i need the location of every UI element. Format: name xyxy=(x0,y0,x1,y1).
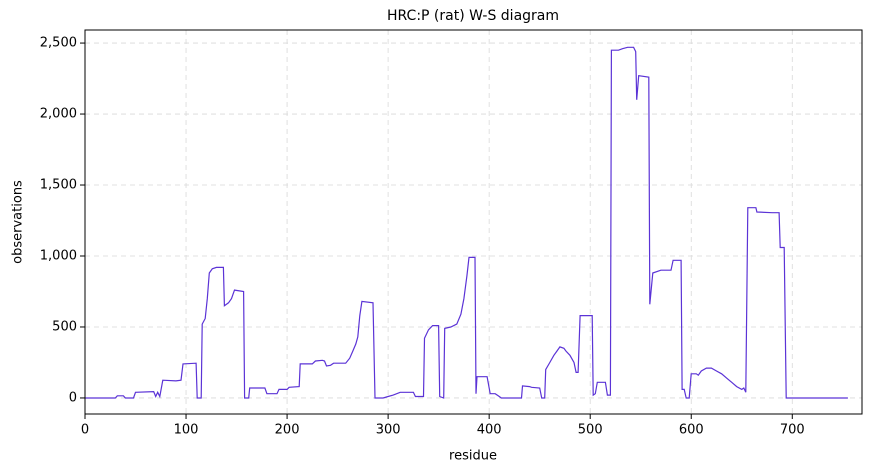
x-axis-label: residue xyxy=(449,449,497,464)
x-tick-label: 700 xyxy=(780,423,805,438)
y-axis-label: observations xyxy=(11,180,26,264)
plot-frame xyxy=(84,29,863,415)
x-tick-label: 100 xyxy=(174,423,199,438)
y-tick-label: 0 xyxy=(69,390,77,405)
x-tick-label: 0 xyxy=(81,423,89,438)
x-tick-label: 200 xyxy=(275,423,300,438)
y-tick-label: 1,500 xyxy=(40,178,77,193)
y-tick-label: 2,000 xyxy=(40,107,77,122)
y-tick-label: 2,500 xyxy=(40,36,77,51)
x-tick-label: 400 xyxy=(477,423,502,438)
y-tick-label: 1,000 xyxy=(40,248,77,263)
y-tick-label: 500 xyxy=(52,319,77,334)
data-line xyxy=(85,46,848,399)
x-tick-label: 300 xyxy=(376,423,401,438)
x-tick-label: 500 xyxy=(578,423,603,438)
x-tick-label: 600 xyxy=(679,423,704,438)
chart-title: HRC:P (rat) W-S diagram xyxy=(387,8,559,24)
